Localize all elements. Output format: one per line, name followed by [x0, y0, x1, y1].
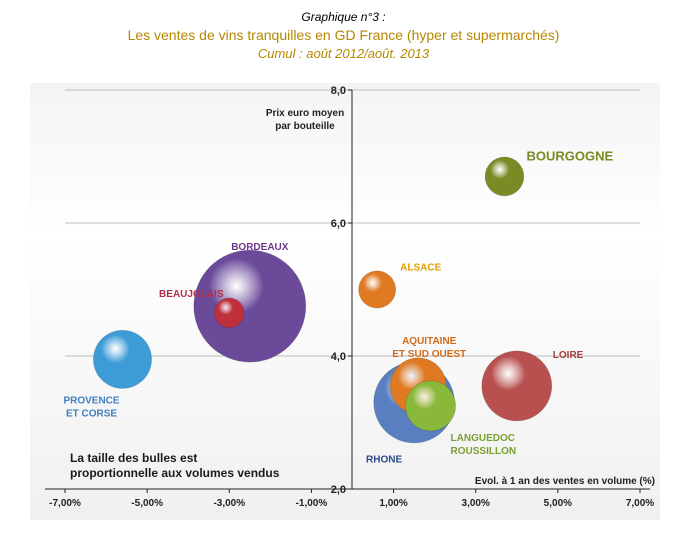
bubble-label: ET SUD OUEST [392, 349, 466, 360]
plot-area [30, 83, 660, 520]
bubble-label: ROUSSILLON [451, 446, 517, 457]
bubble-loire [481, 350, 553, 422]
note-line: La taille des bulles est proportionnelle … [70, 451, 280, 480]
bubble-provence-et-corse [93, 329, 152, 389]
bubble-beaujolais [214, 297, 245, 328]
y-tick-label: 4,0 [331, 351, 346, 363]
x-tick-label: 1,00% [379, 498, 407, 509]
x-tick-label: -5,00% [131, 498, 163, 509]
bubble-label: RHONE [366, 455, 402, 466]
bubble-label: LOIRE [553, 350, 584, 361]
bubble-label: BEAUJOLAIS [159, 289, 224, 300]
chart-subtitle: Cumul : août 2012/août. 2013 [257, 46, 430, 61]
bubble-bourgogne [484, 156, 525, 197]
x-tick-label: 3,00% [462, 498, 490, 509]
bubble-label: ET CORSE [66, 408, 117, 419]
bubble-languedoc-roussillon [405, 380, 456, 432]
x-tick-label: 7,00% [626, 498, 654, 509]
x-tick-label: -1,00% [296, 498, 328, 509]
chart-title: Les ventes de vins tranquilles en GD Fra… [127, 27, 560, 43]
x-tick-label: 5,00% [544, 498, 572, 509]
y-axis-title: Prix euro moyen [266, 108, 344, 119]
bubble-label: LANGUEDOC [451, 433, 515, 444]
x-axis-title: Evol. à 1 an des ventes en volume (%) [475, 476, 655, 487]
y-tick-label: 6,0 [331, 218, 346, 230]
bubble-size-note: La taille des bulles est proportionnelle … [70, 451, 280, 481]
chart-number: Graphique n°3 : [301, 10, 386, 24]
bubble-bordeaux [193, 249, 307, 363]
y-tick-label: 8,0 [331, 85, 346, 97]
bubble-label: BOURGOGNE [526, 148, 613, 163]
bubble-label: ALSACE [400, 263, 441, 274]
x-tick-label: -3,00% [213, 498, 245, 509]
y-axis-title: par bouteille [275, 121, 335, 132]
y-tick-label: 2,0 [331, 484, 346, 496]
bubble-alsace [358, 270, 397, 309]
bubble-label: AQUITAINE [402, 336, 457, 347]
bubble-label: BORDEAUX [231, 242, 289, 253]
bubble-label: PROVENCE [63, 395, 119, 406]
x-tick-label: -7,00% [49, 498, 81, 509]
